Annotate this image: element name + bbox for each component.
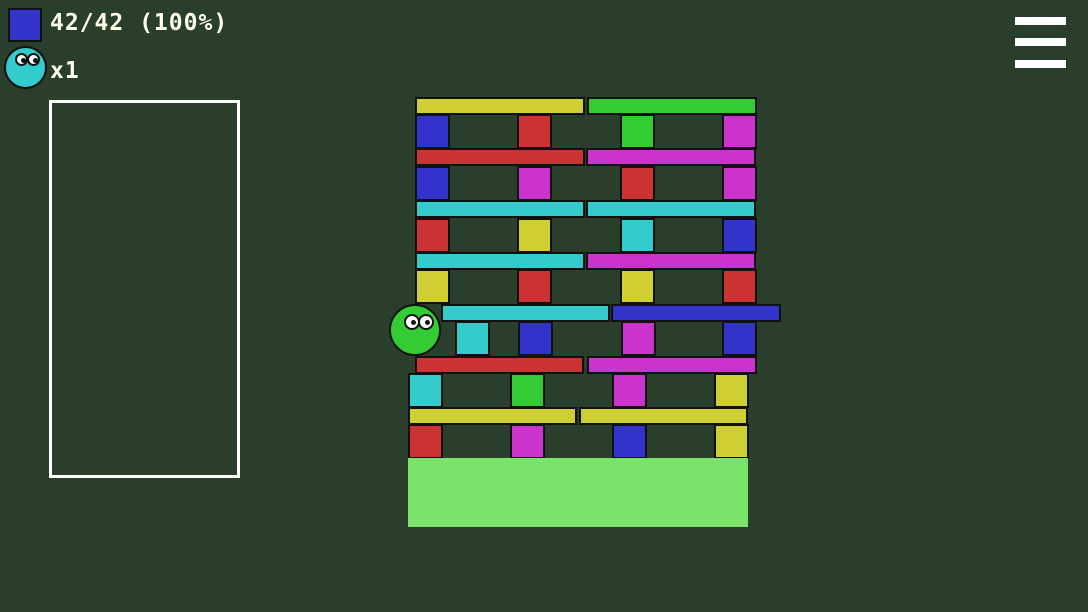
- block-counter-icon: [8, 8, 42, 42]
- pillar-blue: [518, 321, 553, 356]
- pillar-magenta: [621, 321, 656, 356]
- ground: [408, 458, 748, 527]
- plank-magenta: [586, 252, 756, 270]
- plank-cyan: [415, 200, 585, 218]
- next-piece-panel: [49, 100, 240, 478]
- pillar-yellow: [415, 269, 450, 304]
- plank-blue: [611, 304, 781, 322]
- pillar-red: [620, 166, 655, 201]
- plank-magenta: [586, 148, 756, 166]
- lives-icon: [4, 46, 47, 89]
- plank-cyan: [415, 252, 585, 270]
- pillar-cyan: [455, 321, 490, 356]
- pillar-blue: [415, 166, 450, 201]
- plank-magenta: [587, 356, 757, 374]
- plank-red: [415, 148, 585, 166]
- plank-red: [415, 356, 584, 374]
- pillar-cyan: [408, 373, 443, 408]
- pillar-red: [408, 424, 443, 459]
- pillar-green: [510, 373, 545, 408]
- pillar-yellow: [714, 424, 749, 459]
- pillar-magenta: [722, 166, 757, 201]
- plank-yellow: [408, 407, 577, 425]
- pillar-green: [620, 114, 655, 149]
- pillar-blue: [722, 321, 757, 356]
- pillar-magenta: [722, 114, 757, 149]
- pillar-red: [722, 269, 757, 304]
- pillar-yellow: [714, 373, 749, 408]
- lives-count: x1: [50, 58, 80, 84]
- pillar-blue: [612, 424, 647, 459]
- pillar-magenta: [517, 166, 552, 201]
- pillar-cyan: [620, 218, 655, 253]
- block-counter: 42/42 (100%): [50, 10, 229, 36]
- pillar-red: [415, 218, 450, 253]
- pillar-yellow: [620, 269, 655, 304]
- pillar-magenta: [612, 373, 647, 408]
- plank-yellow: [415, 97, 585, 115]
- menu-button[interactable]: [1015, 16, 1066, 68]
- pillar-magenta: [510, 424, 545, 459]
- pillar-red: [517, 269, 552, 304]
- pillar-blue: [722, 218, 757, 253]
- player-ball: [389, 304, 441, 356]
- pillar-red: [517, 114, 552, 149]
- plank-cyan: [441, 304, 610, 322]
- plank-yellow: [579, 407, 748, 425]
- plank-cyan: [586, 200, 756, 218]
- pillar-blue: [415, 114, 450, 149]
- plank-green: [587, 97, 757, 115]
- pillar-yellow: [517, 218, 552, 253]
